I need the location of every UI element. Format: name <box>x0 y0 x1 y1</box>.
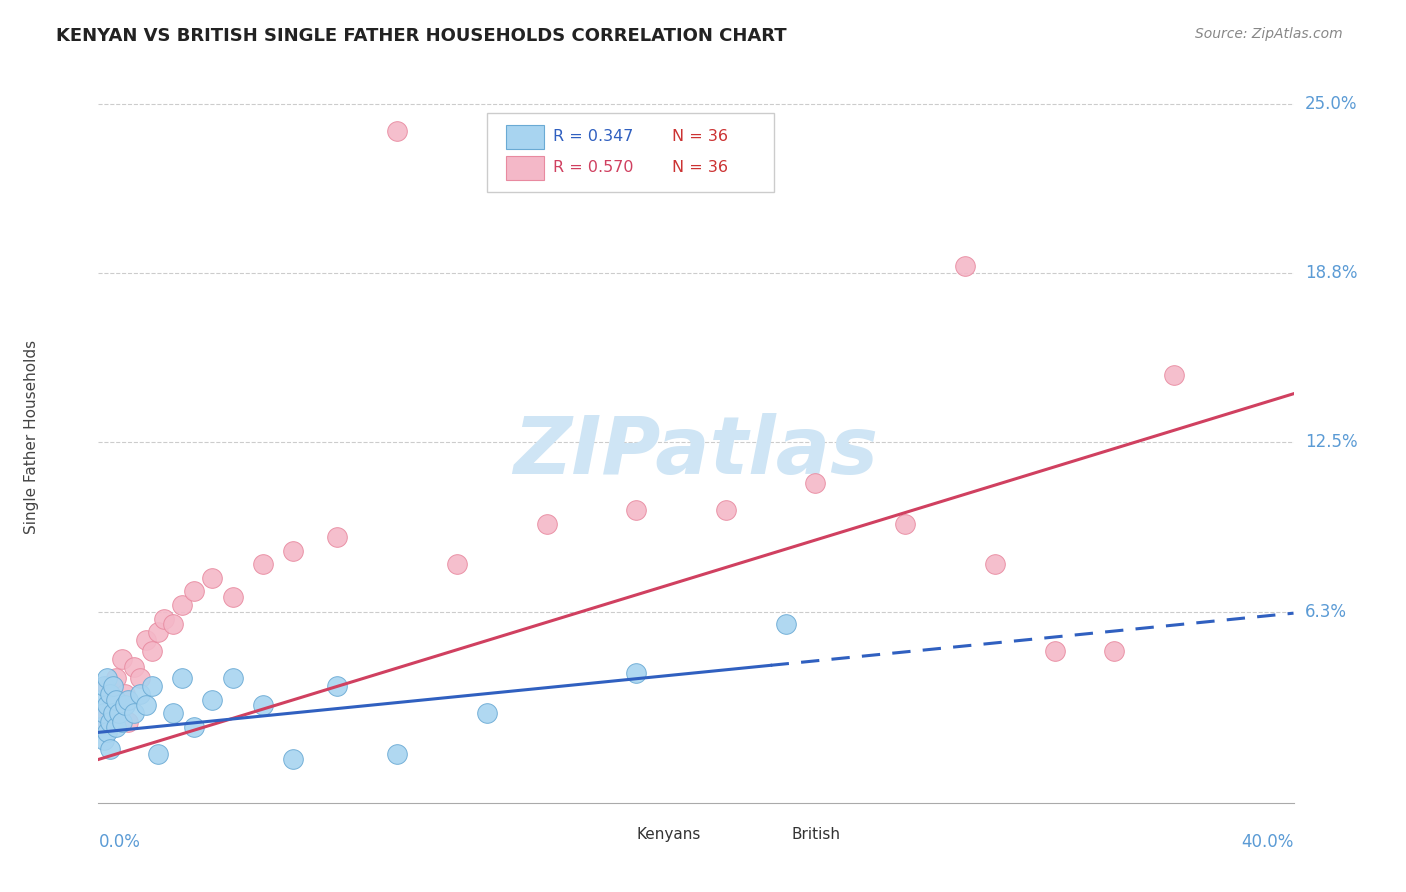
Point <box>894 516 917 531</box>
Point <box>385 747 409 761</box>
Point <box>114 688 136 702</box>
Point <box>98 741 122 756</box>
Text: R = 0.347: R = 0.347 <box>553 129 633 145</box>
Point <box>103 693 125 707</box>
FancyBboxPatch shape <box>486 113 773 192</box>
Point <box>162 617 184 632</box>
Point <box>96 671 118 685</box>
Point <box>626 665 648 680</box>
Point <box>446 558 468 572</box>
Point <box>222 590 245 604</box>
Point <box>252 698 274 713</box>
Point <box>385 124 409 138</box>
Point <box>326 679 349 693</box>
Point <box>172 598 194 612</box>
Point <box>105 693 128 707</box>
Text: KENYAN VS BRITISH SINGLE FATHER HOUSEHOLDS CORRELATION CHART: KENYAN VS BRITISH SINGLE FATHER HOUSEHOL… <box>56 27 787 45</box>
Point <box>124 660 146 674</box>
Point <box>172 671 194 685</box>
Point <box>775 617 797 632</box>
Point <box>1163 368 1185 382</box>
Point <box>111 652 134 666</box>
Point <box>114 698 136 713</box>
Text: 6.3%: 6.3% <box>1305 603 1347 621</box>
Point <box>90 720 112 734</box>
Text: 12.5%: 12.5% <box>1305 434 1357 451</box>
Point <box>804 476 827 491</box>
Point <box>626 503 648 517</box>
Point <box>135 698 157 713</box>
Point <box>96 725 118 739</box>
Point <box>96 698 118 713</box>
Point <box>183 584 205 599</box>
Point <box>90 720 112 734</box>
Point <box>103 679 125 693</box>
Point <box>148 747 170 761</box>
Text: British: British <box>792 828 841 842</box>
FancyBboxPatch shape <box>754 825 785 845</box>
Text: R = 0.570: R = 0.570 <box>553 161 633 176</box>
Point <box>117 693 139 707</box>
Point <box>201 693 224 707</box>
Point <box>93 733 115 747</box>
FancyBboxPatch shape <box>506 125 544 149</box>
Point <box>108 698 131 713</box>
Point <box>135 633 157 648</box>
Point <box>129 671 152 685</box>
FancyBboxPatch shape <box>506 156 544 179</box>
FancyBboxPatch shape <box>598 825 628 845</box>
Point <box>326 530 349 544</box>
Point <box>984 558 1007 572</box>
Point <box>105 720 128 734</box>
Text: 25.0%: 25.0% <box>1305 95 1357 113</box>
Point <box>153 611 176 625</box>
Point <box>111 714 134 729</box>
Point <box>129 688 152 702</box>
Point <box>1104 644 1126 658</box>
Text: N = 36: N = 36 <box>672 129 728 145</box>
Point <box>953 260 976 274</box>
Point <box>105 671 128 685</box>
Text: Source: ZipAtlas.com: Source: ZipAtlas.com <box>1195 27 1343 41</box>
Point <box>475 706 498 721</box>
Point <box>281 544 304 558</box>
Point <box>98 706 122 721</box>
Point <box>162 706 184 721</box>
Point <box>93 706 115 721</box>
Text: 0.0%: 0.0% <box>98 833 141 851</box>
Point <box>252 558 274 572</box>
Point <box>536 516 558 531</box>
Point <box>714 503 737 517</box>
Point <box>124 706 146 721</box>
Point <box>98 714 122 729</box>
Point <box>141 679 163 693</box>
Point <box>90 693 112 707</box>
Text: ZIPatlas: ZIPatlas <box>513 413 879 491</box>
Point <box>103 706 125 721</box>
Point <box>141 644 163 658</box>
Text: Single Father Households: Single Father Households <box>24 340 39 534</box>
Point <box>222 671 245 685</box>
Text: Kenyans: Kenyans <box>636 828 700 842</box>
Point <box>1043 644 1066 658</box>
Text: 40.0%: 40.0% <box>1241 833 1294 851</box>
Point <box>98 688 122 702</box>
Point <box>183 720 205 734</box>
Point <box>96 679 118 693</box>
Point <box>117 714 139 729</box>
Point <box>93 679 115 693</box>
Text: 18.8%: 18.8% <box>1305 264 1357 282</box>
Point <box>201 571 224 585</box>
Point <box>281 752 304 766</box>
Point <box>148 625 170 640</box>
Text: N = 36: N = 36 <box>672 161 728 176</box>
Point <box>93 706 115 721</box>
Point <box>108 706 131 721</box>
